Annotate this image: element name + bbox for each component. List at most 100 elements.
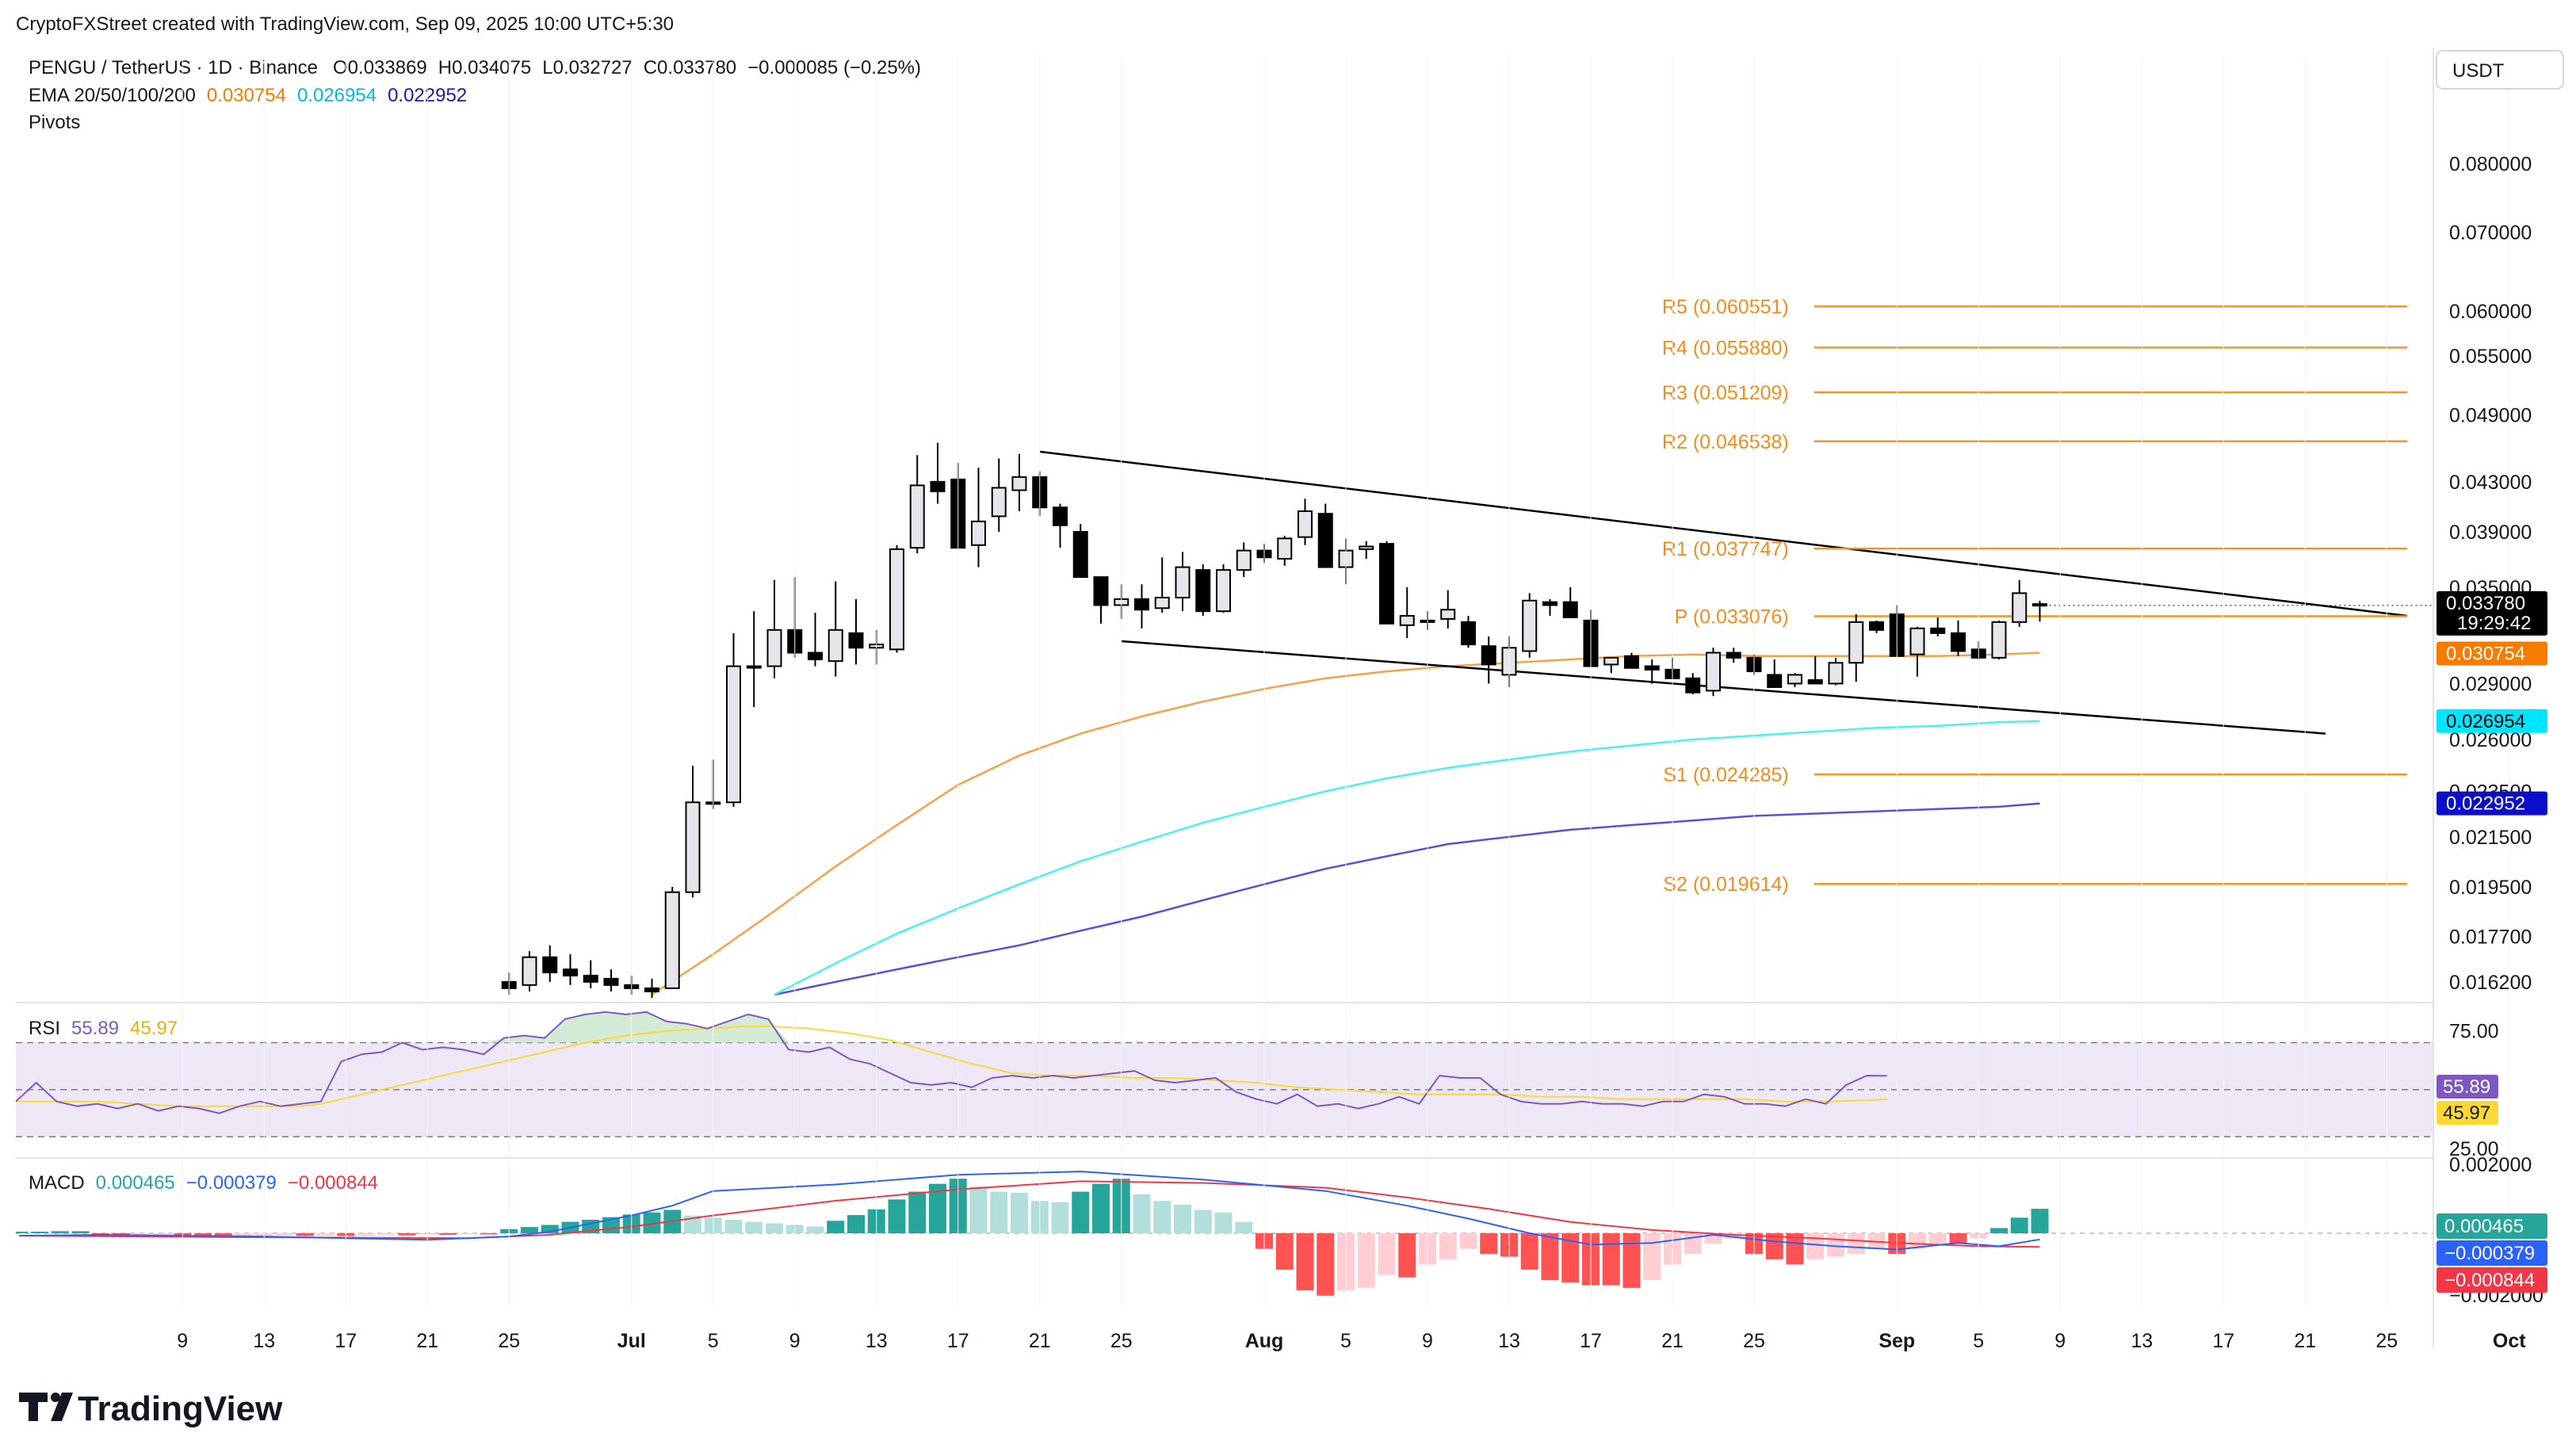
candle-body: [1461, 621, 1476, 646]
time-axis-label: 9: [1422, 1330, 1433, 1352]
price-axis-label: 0.029000: [2449, 673, 2532, 695]
macd-histogram-bar: [1847, 1233, 1865, 1255]
candle-body: [1542, 601, 1557, 606]
macd-histogram-bar: [1235, 1221, 1253, 1233]
rsi-tag: [2436, 1075, 2498, 1099]
candle-down: [1134, 584, 1149, 629]
candle-body: [685, 801, 701, 893]
time-axis-label: Aug: [1245, 1330, 1284, 1352]
candle-up: [1277, 535, 1293, 566]
macd-pane[interactable]: [10, 1171, 2433, 1296]
candle-body: [1175, 566, 1191, 598]
macd-histogram-bar: [1909, 1233, 1926, 1249]
macd-histogram-bar: [1765, 1233, 1783, 1259]
candle-down: [930, 442, 946, 504]
macd-histogram-bar: [1275, 1233, 1294, 1270]
attribution-text: CryptoFXStreet created with TradingView.…: [16, 13, 674, 35]
candle-body: [1154, 596, 1170, 609]
candle-body: [971, 520, 986, 546]
price-axis-label: 0.055000: [2449, 346, 2532, 368]
macd-histogram-bar: [1439, 1233, 1457, 1259]
candle-down: [1644, 659, 1660, 684]
tradingview-logo[interactable]: TradingView: [19, 1389, 283, 1428]
candle-down: [542, 945, 558, 982]
price-pane[interactable]: R5 (0.060551) R4 (0.055880) R3 (0.051209) R…: [501, 296, 2433, 999]
candle-body: [766, 629, 782, 667]
rsi-axis-label: 25.00: [2449, 1138, 2499, 1160]
macd-tag: [2436, 1267, 2547, 1293]
macd-histogram-bar: [1317, 1233, 1335, 1296]
rsi-pane[interactable]: [16, 1011, 2433, 1137]
price-axis-label: 0.060000: [2449, 301, 2532, 323]
candle-up: [766, 579, 782, 678]
candle-body: [1359, 545, 1374, 550]
price-axis-label: 0.043000: [2449, 472, 2532, 494]
candle-up: [1991, 620, 2007, 660]
candle-down: [808, 613, 823, 667]
macd-histogram-bar: [1602, 1233, 1620, 1286]
macd-histogram-bar: [1378, 1233, 1396, 1275]
candle-body: [909, 484, 925, 549]
time-axis-label: 9: [789, 1330, 801, 1352]
macd-histogram-bar: [1357, 1233, 1375, 1288]
time-axis-label: 13: [1498, 1330, 1520, 1352]
candle-body: [1298, 510, 1313, 538]
candle-down: [1685, 673, 1701, 694]
high-label: H: [438, 57, 452, 78]
candle-body: [1951, 632, 1966, 652]
candle-body: [1909, 627, 1925, 655]
price-tag: [2436, 709, 2547, 733]
candle-body: [1134, 598, 1149, 611]
candle-up: [1399, 587, 1415, 638]
time-axis-label: 13: [866, 1330, 888, 1352]
candle-down: [1930, 617, 1946, 636]
time-axis-label: 13: [2131, 1330, 2153, 1352]
time-axis-label: 9: [2054, 1330, 2066, 1352]
candle-body: [1399, 615, 1415, 626]
time-axis-label: 5: [1340, 1330, 1351, 1352]
candle-down: [1379, 541, 1394, 625]
macd-histogram-bar: [1827, 1233, 1844, 1257]
macd-histogram-bar: [51, 1231, 69, 1233]
rsi-legend-label: RSI: [29, 1018, 60, 1039]
candle-down: [1767, 659, 1783, 688]
pivots-legend[interactable]: Pivots: [29, 112, 80, 133]
macd-histogram-bar: [1214, 1212, 1233, 1233]
candle-body: [563, 969, 578, 976]
macd-histogram-bar: [888, 1199, 906, 1233]
candle-down: [1869, 620, 1884, 633]
currency-button[interactable]: [2436, 50, 2564, 90]
pivot-label: S2 (0.019614): [1663, 873, 1788, 896]
rsi-axis-label: 75.00: [2449, 1021, 2499, 1043]
candle-body: [1706, 651, 1721, 692]
symbol-title[interactable]: PENGU / TetherUS · 1D · Binance: [29, 57, 318, 78]
ema50-line: [651, 651, 2040, 996]
rsi-tag-value: 55.89: [2443, 1076, 2490, 1098]
time-axis-label: 21: [1661, 1330, 1684, 1352]
candle-body: [808, 651, 823, 661]
candle-body: [1277, 537, 1293, 560]
open-value: 0.033869: [348, 57, 427, 78]
candle-body: [746, 665, 762, 669]
macd-histogram-bar: [1949, 1233, 1967, 1244]
price-tag-countdown: 19:29:42: [2457, 613, 2531, 634]
candle-down: [1093, 576, 1109, 624]
macd-tag-value: −0.000379: [2444, 1243, 2535, 1264]
macd-histogram-bar: [1011, 1192, 1028, 1233]
ema-legend[interactable]: EMA 20/50/100/200 0.030754 0.026954 0.02295…: [29, 85, 467, 106]
macd-hist-value: 0.000465: [96, 1172, 175, 1194]
macd-histogram-bar: [480, 1233, 498, 1235]
tv-logo-slash-icon: [51, 1393, 73, 1421]
macd-histogram-bar: [827, 1221, 845, 1233]
candle-down: [1624, 652, 1639, 669]
pivot-label: P (0.033076): [1675, 606, 1789, 628]
candle-up: [1828, 657, 1844, 686]
macd-histogram-bar: [724, 1219, 743, 1233]
macd-tag: [2436, 1213, 2547, 1239]
candle-body: [664, 891, 680, 989]
candle-body: [1767, 674, 1783, 688]
price-tag-value: 0.022952: [2446, 793, 2525, 815]
axes: 0.080000 0.070000 0.060000 0.055000 0.049000…: [16, 48, 2547, 1352]
candle-up: [1706, 648, 1721, 697]
time-axis-label: 13: [253, 1330, 275, 1352]
